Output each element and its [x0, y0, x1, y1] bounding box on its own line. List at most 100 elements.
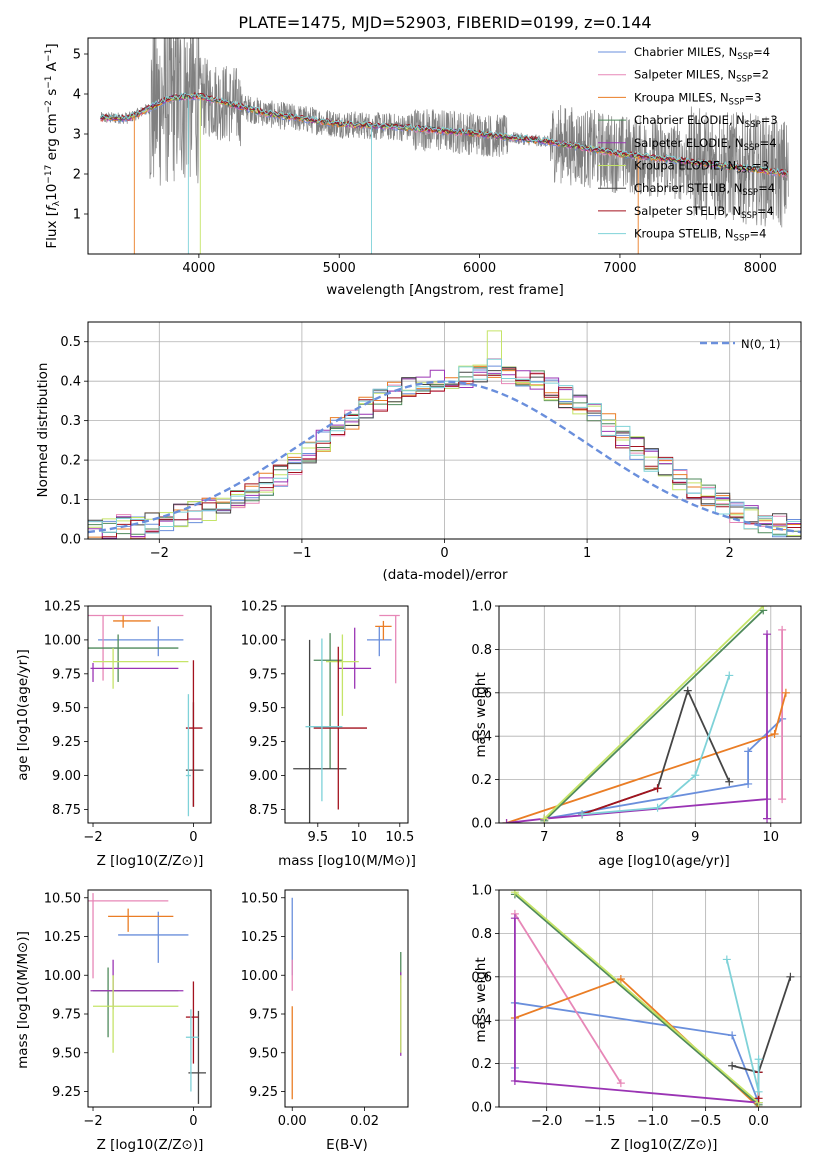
legend-label: Salpeter STELIB, NSSP=4	[634, 204, 774, 221]
age-mass-xlabel: mass [log10(M/M⊙)]	[278, 853, 416, 869]
weight-line-0	[514, 1001, 760, 1104]
y-tick-label: 0.3	[60, 414, 81, 429]
y-tick-label: 8.75	[249, 803, 278, 818]
y-tick-label: 10.25	[44, 930, 81, 945]
y-tick-label: 1	[73, 208, 81, 223]
y-tick-label: 0.2	[60, 454, 81, 469]
axes-frame	[87, 605, 212, 824]
weight-marker	[770, 730, 779, 739]
x-tick-label: 10.5	[385, 830, 414, 845]
y-tick-label: 9.00	[52, 769, 81, 784]
plot-area	[100, 38, 789, 254]
model-line-7	[100, 91, 789, 176]
x-tick-label: 5000	[323, 261, 356, 276]
x-tick-label: 8000	[744, 261, 777, 276]
weight-line-5	[543, 606, 764, 820]
y-tick-label: 1.0	[471, 884, 492, 899]
hist-step-8	[88, 358, 801, 536]
y-tick-label: 9.25	[249, 735, 278, 750]
legend-label: Chabrier ELODIE, NSSP=3	[634, 113, 778, 130]
x-tick-label: 9	[691, 830, 699, 845]
y-tick-label: 0.4	[471, 1014, 492, 1029]
x-tick-label: 1	[583, 546, 591, 561]
y-tick-label: 9.75	[249, 667, 278, 682]
x-tick-label: 2	[726, 546, 734, 561]
mass-z-xlabel: Z [log10(Z/Z⊙)]	[97, 1137, 204, 1153]
y-tick-label: 0.0	[471, 1101, 492, 1116]
weight-age-ylabel: mass weight	[473, 672, 489, 757]
axes-frame	[87, 37, 802, 255]
axes-1: −2 −1 0 1 2 0.0 0.1 0.2 0.3 0.4 0.5	[60, 321, 802, 561]
plot-area	[291, 897, 402, 1100]
y-tick-label: 9.00	[249, 769, 278, 784]
y-tick-label: 10.25	[44, 600, 81, 615]
weight-marker	[744, 747, 753, 756]
y-tick-label: 0.0	[471, 817, 492, 832]
plot-area	[502, 606, 790, 823]
y-tick-label: 8.75	[52, 803, 81, 818]
y-tick-label: 0.4	[60, 375, 81, 390]
y-tick-label: 10.00	[241, 633, 278, 648]
weight-marker	[763, 630, 772, 639]
axes-2: −2 0 8.75 9.00 9.25 9.50 9.75 10.00 10.25	[44, 600, 212, 845]
y-tick-label: 0.6	[471, 970, 492, 985]
legend-label: Kroupa MILES, NSSP=3	[634, 90, 761, 107]
y-tick-label: 10.25	[241, 600, 278, 615]
weight-line-2	[506, 692, 787, 823]
weight-marker	[728, 1031, 737, 1040]
axes-frame	[284, 605, 409, 824]
x-tick-label: −2	[83, 830, 102, 845]
y-tick-label: 9.75	[249, 1008, 278, 1023]
x-tick-label: 0	[440, 546, 448, 561]
weight-line-3	[514, 893, 760, 1106]
weight-marker	[759, 606, 768, 610]
weight-line-7	[581, 787, 658, 816]
y-tick-label: 9.50	[52, 1046, 81, 1061]
y-tick-label: 5	[73, 48, 81, 63]
axes-4: 7 8 9 10 0.0 0.2 0.4 0.6 0.8 1.0	[471, 600, 802, 845]
weight-marker	[510, 914, 519, 923]
plot-area	[510, 890, 795, 1107]
x-tick-label: −2.0	[531, 1114, 563, 1129]
axes-6: 0.00 0.02 9.25 9.50 9.75 10.00 10.25 10.50	[241, 889, 409, 1129]
weight-marker	[510, 1076, 519, 1085]
weight-line-5	[514, 891, 760, 1104]
y-tick-label: 1.0	[471, 600, 492, 615]
y-tick-label: 9.50	[249, 701, 278, 716]
y-tick-label: 0.8	[471, 927, 492, 942]
weight-marker	[722, 955, 731, 964]
mass-z-ylabel: mass [log10(M/M⊙)]	[15, 931, 31, 1069]
weight-marker	[763, 814, 772, 823]
hist-step-4	[88, 369, 801, 539]
x-tick-label: −0.5	[690, 1114, 722, 1129]
x-tick-label: 10	[351, 830, 368, 845]
y-tick-label: 0.1	[60, 493, 81, 508]
x-tick-label: 6000	[463, 261, 496, 276]
hist-xlabel: (data-model)/error	[382, 567, 508, 583]
legend-label: N(0, 1)	[741, 337, 781, 351]
weight-marker	[725, 777, 734, 786]
x-tick-label: −1.0	[637, 1114, 669, 1129]
normal-curve	[88, 380, 801, 534]
weight-marker	[578, 810, 587, 819]
legend-label: Kroupa STELIB, NSSP=4	[634, 227, 766, 244]
x-tick-label: −1	[292, 546, 311, 561]
weight-line-4	[514, 918, 759, 1104]
axes-0: 4000 5000 6000 7000 8000 1 2 3 4 5	[73, 37, 802, 276]
y-tick-label: 0.2	[471, 1057, 492, 1072]
x-tick-label: 9.5	[307, 830, 328, 845]
spectrum-xlabel: wavelength [Angstrom, rest frame]	[326, 282, 564, 298]
x-tick-label: −1.5	[584, 1114, 616, 1129]
plot-area	[293, 614, 400, 823]
y-tick-label: 10.00	[241, 969, 278, 984]
y-tick-label: 9.50	[249, 1046, 278, 1061]
weight-marker	[653, 803, 662, 812]
x-tick-label: 0.02	[350, 1114, 379, 1129]
axes-frame	[87, 321, 802, 540]
model-line-8	[100, 92, 789, 175]
y-tick-label: 10.00	[44, 969, 81, 984]
axes-7: −2.0 −1.5 −1.0 −0.5 0.0 0.0 0.2 0.4 0.6 0.8 1.0	[471, 884, 802, 1129]
spectrum-ylabel: Flux [fλ10−17 erg cm−2 s−1 A−1]	[44, 43, 62, 248]
weight-age-xlabel: age [log10(age/yr)]	[598, 853, 730, 869]
